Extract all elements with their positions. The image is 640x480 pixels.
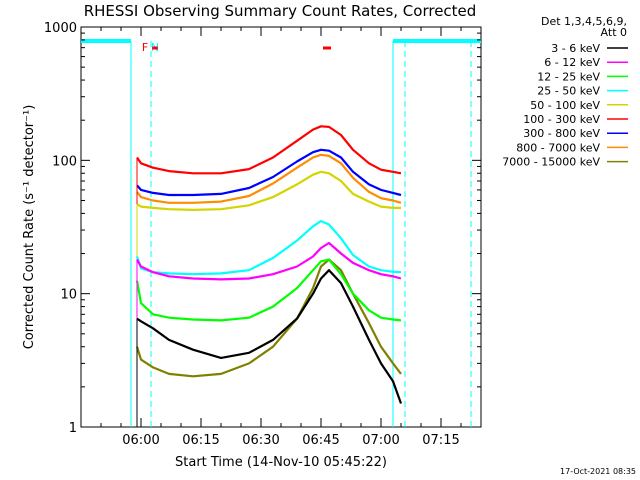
x-axis: 06:00 06:15 06:30 06:45 07:00 07:15	[80, 27, 482, 448]
series-line	[136, 148, 402, 197]
flag-label-f: F	[142, 41, 148, 54]
legend-entry-label: 3 - 6 keV	[551, 42, 600, 55]
legend-entry-label: 6 - 12 keV	[544, 56, 600, 69]
footer-timestamp: 17-Oct-2021 08:35	[560, 467, 636, 476]
x-tick-label: 06:30	[242, 433, 279, 448]
y-axis-label: Corrected Count Rate (s⁻¹ detector⁻¹)	[22, 105, 37, 350]
chart-title: RHESSI Observing Summary Count Rates, Co…	[84, 2, 477, 20]
series-line	[136, 170, 401, 211]
legend-header-line1: Det 1,3,4,5,6,9,	[541, 15, 627, 28]
x-tick-label: 06:00	[122, 433, 159, 448]
x-tick-label: 07:15	[422, 433, 459, 448]
series-layer	[135, 125, 403, 427]
legend-entry-label: 25 - 50 keV	[537, 85, 600, 98]
legend-entry-label: 12 - 25 keV	[537, 70, 600, 83]
legend-entry-label: 300 - 800 keV	[523, 127, 600, 140]
y-tick-label: 1	[69, 421, 77, 436]
x-axis-label: Start Time (14-Nov-10 05:45:22)	[175, 455, 387, 470]
x-tick-label: 06:45	[302, 433, 339, 448]
legend-entry-label: 7000 - 15000 keV	[502, 156, 600, 169]
series-line	[135, 258, 402, 378]
x-tick-label: 06:15	[182, 433, 219, 448]
flag-annotations: FN	[81, 39, 481, 427]
series-line	[136, 269, 403, 404]
series-line	[136, 125, 402, 175]
y-tick-label: 100	[52, 154, 77, 169]
x-tick-label: 07:00	[362, 433, 399, 448]
plot-frame	[80, 26, 482, 428]
legend-entry-label: 50 - 100 keV	[530, 99, 600, 112]
y-tick-label: 10	[60, 288, 77, 303]
series-line	[135, 258, 402, 322]
series-line	[135, 220, 402, 276]
series-line	[136, 241, 402, 281]
legend-entry-label: 100 - 300 keV	[523, 113, 600, 126]
legend-header-line2: Att 0	[601, 26, 627, 39]
series-line	[136, 153, 402, 204]
y-axis: 1 10 100 1000	[44, 21, 481, 436]
legend-entry-label: 800 - 7000 keV	[516, 141, 600, 154]
y-tick-label: 1000	[44, 21, 77, 36]
